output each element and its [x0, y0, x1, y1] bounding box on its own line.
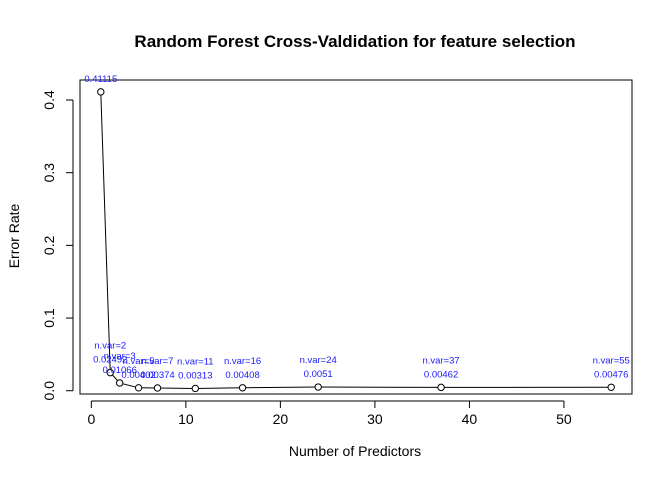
annotation-var-3: n.var=3: [104, 351, 136, 362]
y-axis: 0.0 0.1 0.2 0.3 0.4: [41, 90, 74, 401]
x-tick-label-5: 50: [556, 411, 572, 427]
annotation-error-7: 0.00374: [140, 370, 174, 381]
y-tick-label-4: 0.4: [41, 90, 57, 110]
x-axis: 0 10 20 30 40 50: [87, 400, 572, 427]
x-tick-label-2: 20: [273, 411, 289, 427]
annotation-var-2: n.var=2: [94, 341, 126, 352]
data-points: [97, 88, 615, 393]
annotation-error-5: 0.00402: [121, 370, 155, 381]
annotation-error-37: 0.00462: [424, 369, 458, 380]
y-tick-label-1: 0.1: [41, 308, 57, 328]
annotation-error-11: 0.00313: [178, 370, 212, 381]
data-point-55: [607, 383, 615, 391]
annotation-error-16: 0.00408: [225, 370, 259, 381]
data-point-3: [115, 379, 124, 387]
data-point-7: [153, 384, 162, 392]
annotation-error-55: 0.00476: [594, 369, 628, 380]
annotation-var-37: n.var=37: [422, 355, 459, 366]
annotation-var-11: n.var=11: [177, 356, 214, 367]
annotations: 0.41115n.var=20.02492n.var=30.01066n.var…: [84, 74, 630, 382]
annotation-error-2: 0.02492: [93, 355, 127, 366]
data-point-24: [314, 383, 322, 391]
data-point-16: [238, 384, 247, 392]
annotation-var-55: n.var=55: [593, 355, 630, 366]
plot-frame: [79, 79, 633, 395]
data-point-37: [437, 383, 445, 392]
x-tick-label-0: 0: [87, 411, 95, 427]
x-axis-label: Number of Predictors: [289, 443, 421, 459]
annotation-var-7: n.var=7: [142, 356, 174, 367]
series-line-group: [100, 91, 612, 389]
x-tick-label-3: 30: [367, 411, 383, 427]
annotation-var-5: n.var=5: [123, 356, 155, 367]
y-tick-label-0: 0.0: [41, 381, 57, 401]
x-tick-label-4: 40: [462, 411, 478, 427]
y-tick-label-3: 0.3: [41, 163, 57, 183]
annotation-error-1: 0.41115: [84, 74, 117, 85]
data-point-2: [106, 368, 114, 377]
annotation-var-16: n.var=16: [224, 356, 261, 367]
x-tick-label-1: 10: [178, 411, 194, 427]
chart-title: Random Forest Cross-Valdidation for feat…: [134, 32, 575, 51]
annotation-error-24: 0.0051: [304, 369, 333, 380]
annotation-error-3: 0.01066: [103, 365, 137, 376]
y-tick-label-2: 0.2: [41, 235, 57, 255]
series-line: [100, 91, 612, 389]
annotation-var-24: n.var=24: [300, 355, 337, 366]
data-point-11: [191, 384, 200, 393]
data-point-1: [97, 88, 105, 96]
y-axis-label: Error Rate: [6, 204, 22, 269]
data-point-5: [134, 384, 143, 392]
